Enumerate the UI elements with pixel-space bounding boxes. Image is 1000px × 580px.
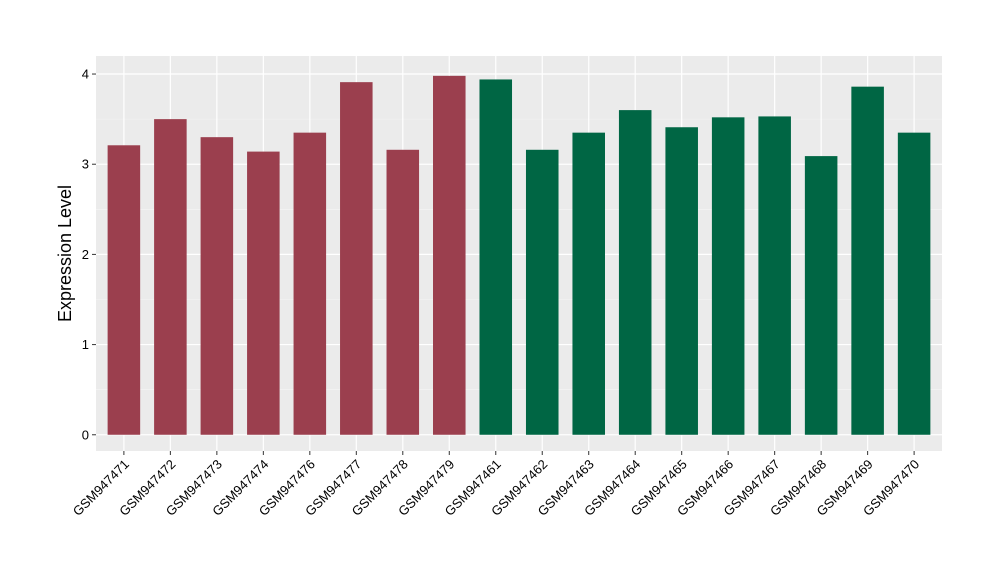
y-tick-label: 4 (82, 67, 89, 82)
bar-GSM947473 (200, 137, 234, 435)
bar-GSM947468 (804, 156, 838, 435)
plot-panel (96, 56, 942, 451)
minor-gridlines (96, 118, 942, 390)
bar-GSM947471 (107, 145, 141, 435)
bar-GSM947467 (758, 116, 791, 435)
bar-GSM947465 (665, 127, 698, 435)
bar-GSM947472 (154, 119, 187, 435)
y-tick-label: 3 (82, 157, 89, 172)
bar-GSM947462 (525, 149, 559, 435)
bar-GSM947474 (247, 151, 280, 435)
y-axis: 0 1 2 3 4 (82, 67, 96, 442)
bar-GSM947470 (897, 132, 931, 435)
bar-GSM947477 (340, 82, 373, 435)
bar-GSM947476 (293, 132, 327, 435)
y-tick-label: 1 (82, 337, 89, 352)
bar-GSM947478 (386, 149, 420, 435)
bar-GSM947479 (433, 75, 466, 435)
bar-GSM947461 (479, 79, 513, 435)
bars (107, 75, 931, 435)
bar-GSM947463 (572, 132, 605, 435)
bar-GSM947466 (711, 117, 745, 435)
bar-GSM947469 (851, 86, 884, 435)
y-axis-title: Expression Level (55, 185, 75, 322)
x-axis: GSM947471GSM947472GSM947473GSM947474GSM9… (70, 451, 922, 519)
bar-GSM947464 (618, 110, 652, 435)
y-tick-label: 0 (82, 427, 89, 442)
y-tick-label: 2 (82, 247, 89, 262)
